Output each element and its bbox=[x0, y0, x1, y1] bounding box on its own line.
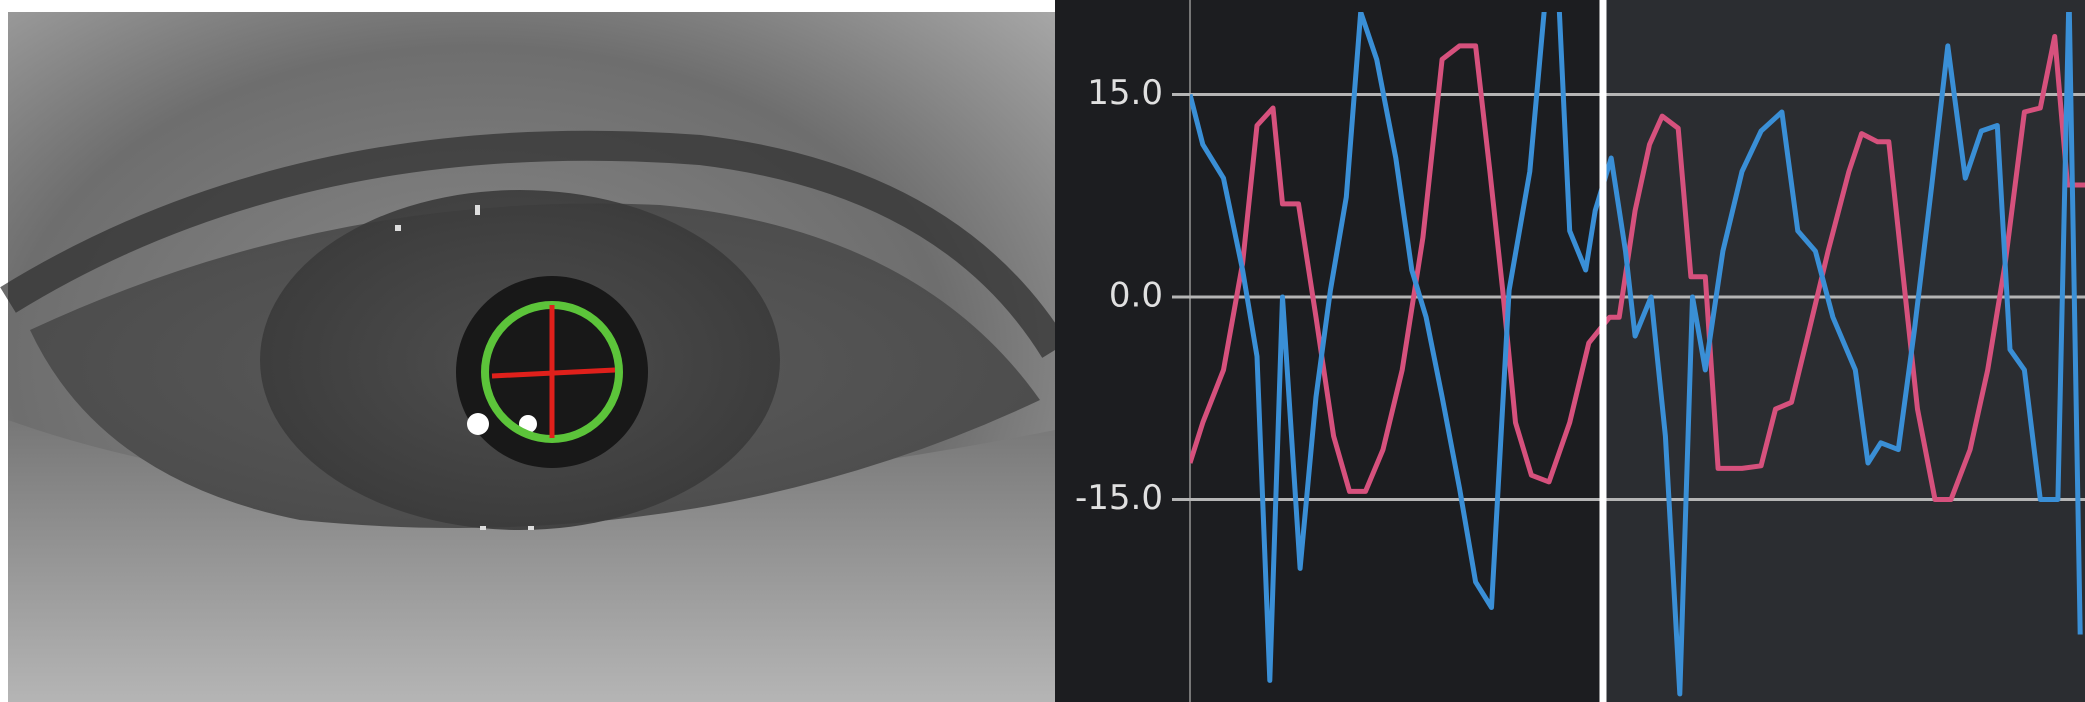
y-tick-label: 15.0 bbox=[1087, 73, 1163, 113]
panel-background bbox=[1055, 0, 1603, 702]
y-tick-label: 0.0 bbox=[1109, 276, 1163, 316]
data-line bbox=[1190, 34, 2085, 502]
data-line bbox=[1190, 12, 2083, 697]
y-tick-label: -15.0 bbox=[1075, 478, 1163, 518]
plot bbox=[1190, 12, 2085, 697]
eye-image bbox=[0, 12, 1068, 702]
